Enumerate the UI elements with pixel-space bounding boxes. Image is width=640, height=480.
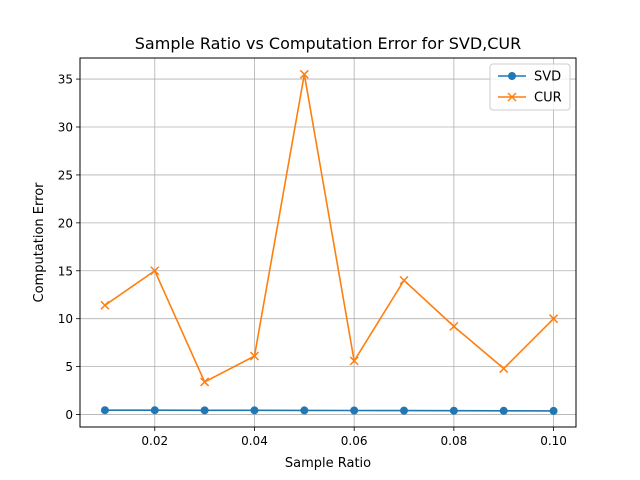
grid — [80, 58, 576, 427]
cur-point — [549, 314, 559, 324]
svd-point — [250, 406, 259, 415]
cur-point — [249, 351, 260, 361]
legend: SVD CUR — [489, 63, 571, 111]
legend-svd-label: SVD — [534, 70, 561, 85]
svd-point — [549, 406, 558, 415]
cur-point — [349, 356, 359, 366]
legend-svd-marker — [508, 72, 516, 80]
x-tick-label: 0.08 — [441, 434, 468, 448]
y-tick-label: 15 — [58, 264, 73, 278]
x-tick-label: 0.04 — [241, 434, 268, 448]
y-axis-label: Computation Error — [32, 182, 47, 303]
cur-series-line — [104, 74, 555, 384]
svd-point — [150, 406, 159, 415]
cur-point — [449, 321, 459, 331]
svd-point — [499, 406, 508, 415]
x-tick-label: 0.02 — [141, 434, 168, 448]
y-axis: 0 5 10 15 20 25 30 35 — [58, 73, 80, 422]
y-tick-label: 5 — [65, 360, 73, 374]
y-tick-label: 35 — [58, 73, 73, 87]
legend-cur-label: CUR — [534, 91, 562, 106]
svd-point — [449, 406, 458, 415]
plot-frame — [79, 57, 577, 428]
cur-point — [150, 266, 160, 276]
svd-point — [350, 406, 359, 415]
svd-point — [200, 406, 209, 415]
y-tick-label: 20 — [58, 216, 73, 230]
cur-point — [100, 300, 110, 310]
cur-point — [499, 364, 509, 374]
y-tick-label: 0 — [65, 408, 73, 422]
series-layer — [100, 69, 559, 415]
cur-point — [399, 275, 409, 285]
x-axis: 0.02 0.04 0.06 0.08 0.10 — [141, 427, 567, 448]
svd-point — [300, 406, 309, 415]
y-tick-label: 30 — [58, 121, 73, 135]
svd-point — [400, 406, 409, 415]
svd-series-line — [104, 409, 554, 412]
cur-point — [299, 69, 309, 79]
chart-title: Sample Ratio vs Computation Error for SV… — [135, 34, 521, 53]
legend-cur-marker — [507, 92, 517, 102]
svd-point — [100, 406, 109, 415]
y-tick-label: 10 — [58, 312, 73, 326]
x-axis-label: Sample Ratio — [285, 456, 371, 471]
y-tick-label: 25 — [58, 168, 73, 182]
cur-point — [200, 377, 210, 387]
x-tick-label: 0.10 — [540, 434, 567, 448]
x-tick-label: 0.06 — [341, 434, 368, 448]
